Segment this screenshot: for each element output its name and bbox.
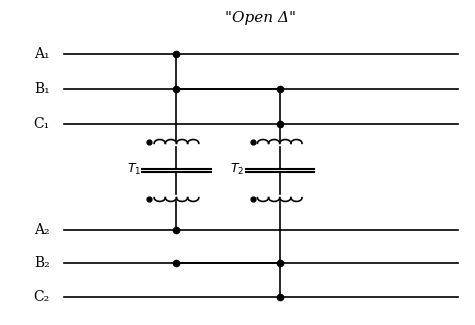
Text: A₁: A₁ — [34, 47, 50, 61]
Text: C₁: C₁ — [34, 117, 50, 131]
Text: "Open Δ": "Open Δ" — [226, 11, 296, 25]
Text: C₂: C₂ — [33, 290, 50, 304]
Text: $T_1$: $T_1$ — [127, 162, 141, 177]
Text: $T_2$: $T_2$ — [230, 162, 245, 177]
Text: A₂: A₂ — [34, 223, 50, 237]
Text: B₂: B₂ — [34, 256, 50, 270]
Text: B₁: B₁ — [34, 82, 50, 96]
